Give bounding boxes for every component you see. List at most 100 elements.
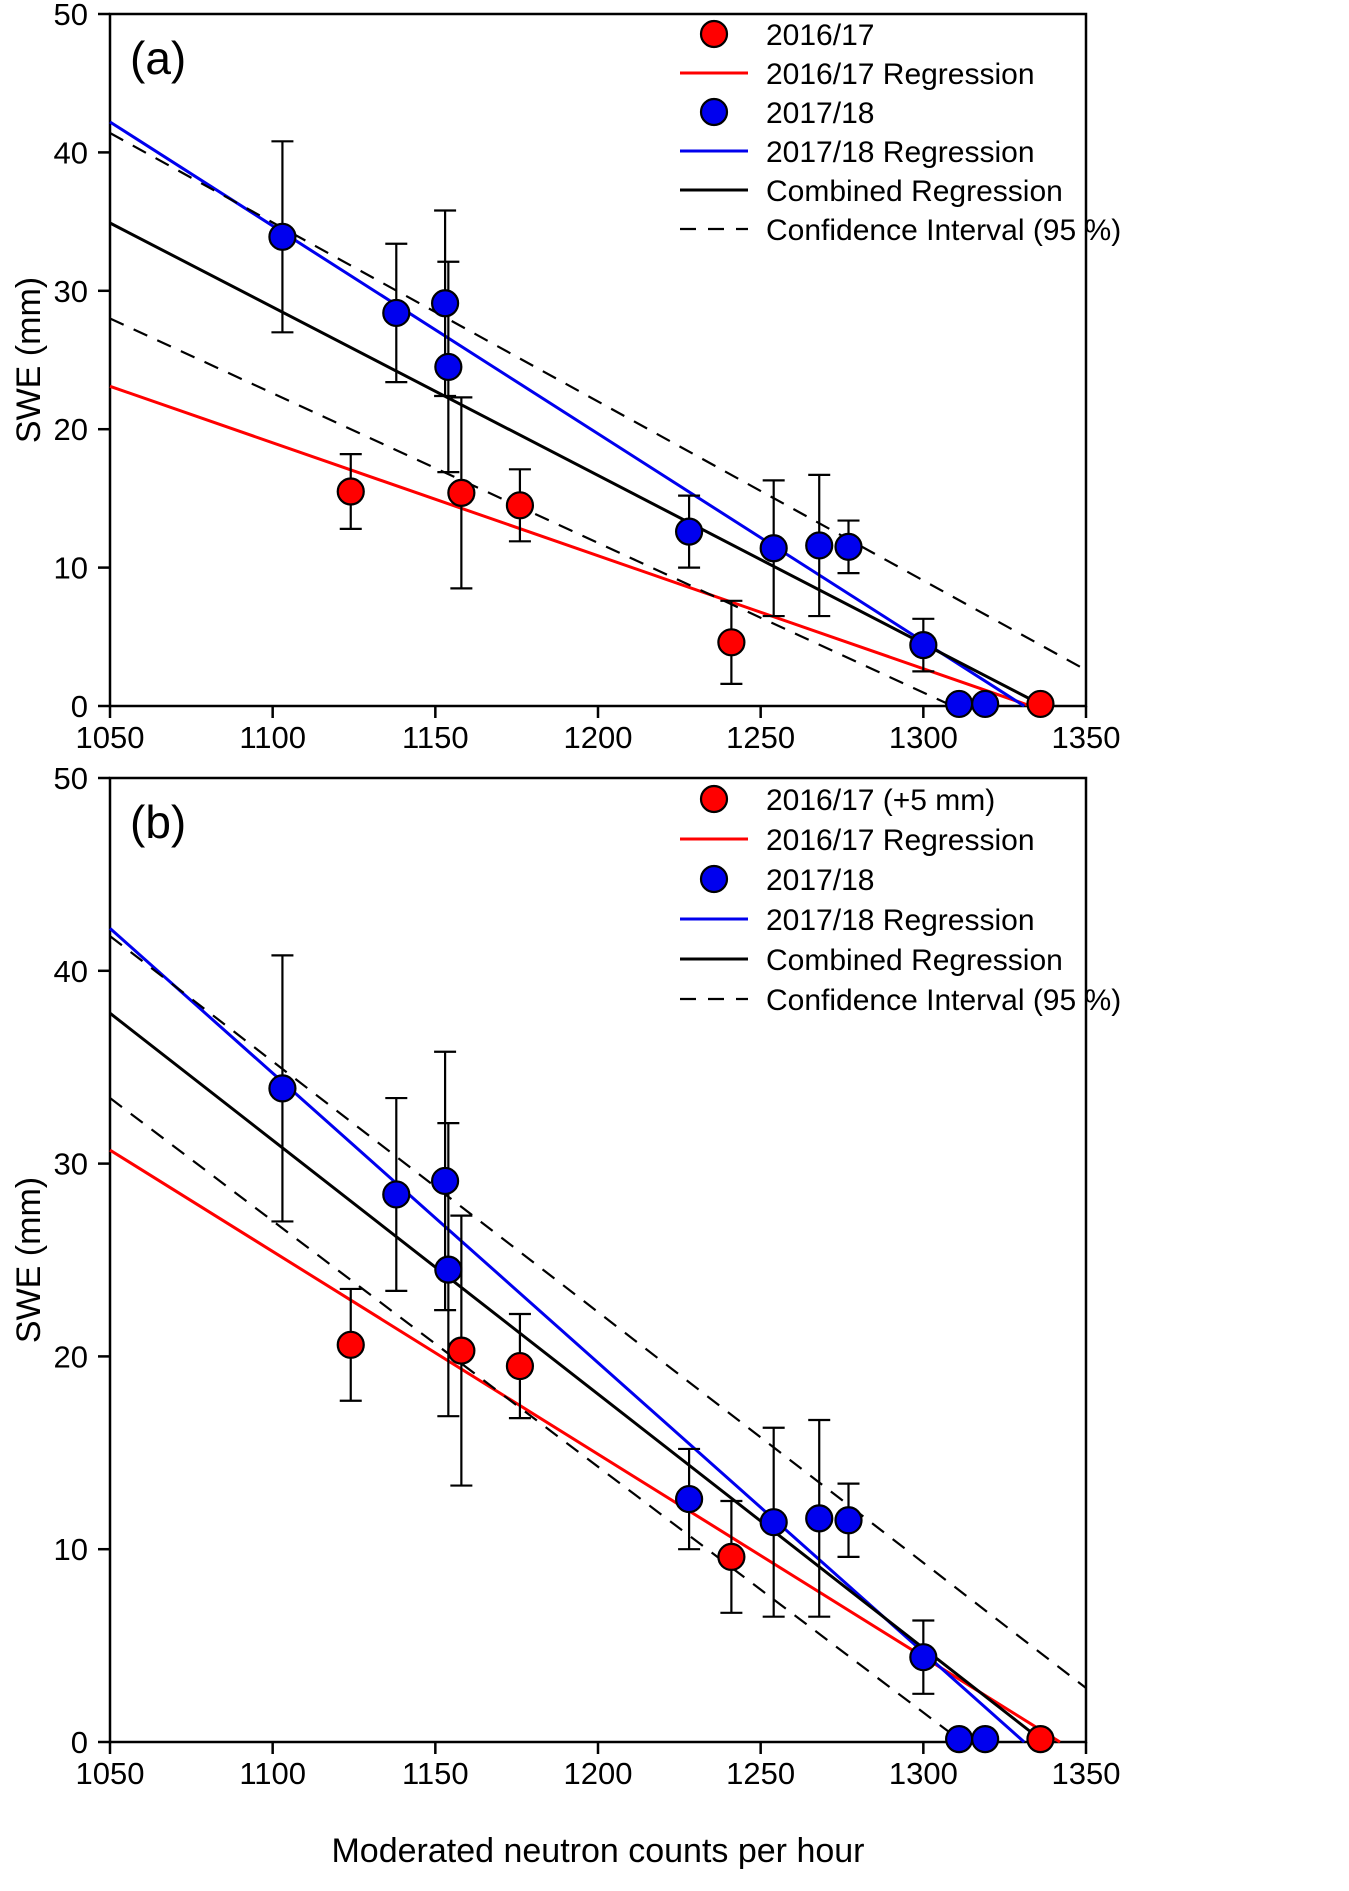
y-axis-title: SWE (mm) — [10, 1177, 48, 1343]
x-tick-label: 1300 — [889, 1756, 958, 1791]
line-2016-17-regression — [109, 384, 1032, 708]
data-point-2017-18 — [834, 532, 863, 561]
data-point-2017-18 — [805, 1504, 834, 1533]
data-point-2016-17 — [1026, 689, 1055, 719]
y-tick-label: 0 — [71, 689, 88, 724]
data-point-2017-18 — [430, 289, 460, 318]
legend-item: 2017/18 — [699, 864, 874, 897]
y-tick-label: 10 — [54, 551, 88, 586]
data-point-2017-18 — [382, 298, 411, 328]
y-tick-label: 40 — [54, 954, 88, 989]
line-confidence-interval-lower — [109, 1097, 964, 1743]
data-point-2016-17-5-mm — [717, 1542, 746, 1572]
y-tick-label: 20 — [54, 412, 88, 447]
line-confidence-interval-upper — [109, 132, 1087, 671]
legend-item: Confidence Interval (95 %) — [680, 984, 1121, 1017]
x-tick-label: 1100 — [239, 1756, 306, 1791]
data-point-2017-18 — [834, 1506, 863, 1535]
y-tick-label: 40 — [54, 135, 88, 170]
data-point-2017-18 — [805, 531, 834, 560]
legend-item-label: Combined Regression — [766, 944, 1063, 977]
data-point-2017-18 — [909, 1643, 938, 1672]
legend-item-label: 2017/18 — [766, 864, 874, 897]
x-tick-label: 1200 — [564, 720, 633, 755]
plot-border — [108, 12, 1088, 708]
legend-item: 2017/18 — [699, 97, 874, 130]
legend-marker — [699, 97, 729, 127]
legend-item: 2017/18 Regression — [680, 904, 1035, 937]
y-tick-label: 30 — [54, 274, 88, 309]
legend-item: 2016/17 — [699, 19, 874, 52]
y-tick-label: 50 — [54, 0, 88, 32]
y-axis-title: SWE (mm) — [10, 277, 48, 443]
x-tick-label: 1200 — [564, 1756, 633, 1791]
x-tick-label: 1300 — [889, 720, 958, 755]
legend-item-label: 2017/18 — [766, 97, 874, 130]
x-tick-label: 1350 — [1052, 720, 1121, 755]
data-point-2016-17 — [336, 477, 365, 506]
legend-item-label: 2016/17 Regression — [766, 58, 1035, 91]
legend-item-label: 2016/17 — [766, 19, 874, 52]
legend-item: Combined Regression — [680, 944, 1063, 977]
data-point-2017-18 — [971, 689, 1000, 719]
y-tick-label: 20 — [54, 1339, 88, 1374]
line-2016-17-regression — [109, 1148, 1061, 1744]
legend-item: 2016/17 Regression — [680, 58, 1035, 91]
panel-a: 1050 1100 1150 1200 1250 1300 1350 0 10 20 30 40 50 (… — [10, 0, 1121, 755]
data-point-2017-18 — [268, 1074, 297, 1103]
legend-item: 2016/17 Regression — [680, 824, 1035, 857]
panel-label: (a) — [130, 32, 186, 84]
data-point-2016-17 — [717, 628, 746, 657]
legend-item: 2017/18 Regression — [680, 136, 1035, 169]
data-point-2017-18 — [759, 534, 788, 563]
data-point-2017-18 — [434, 352, 463, 382]
x-axis-title: Moderated neutron counts per hour — [331, 1832, 864, 1870]
data-point-2017-18 — [434, 1255, 463, 1284]
data-point-2017-18 — [382, 1180, 411, 1209]
y-tick-label: 0 — [71, 1725, 88, 1760]
line-confidence-interval-upper — [109, 935, 1087, 1689]
line-combined-regression — [109, 1012, 1045, 1744]
panel-b: 1050 1100 1150 1200 1250 1300 1350 0 10 20 30 40 50 (… — [10, 761, 1121, 1791]
legend-item: Confidence Interval (95 %) — [680, 214, 1121, 247]
legend-item-label: Confidence Interval (95 %) — [766, 214, 1121, 247]
data-point-2017-18 — [945, 689, 974, 719]
data-point-2017-18 — [268, 222, 297, 251]
x-tick-label: 1250 — [726, 1756, 795, 1791]
x-tick-label: 1250 — [726, 720, 795, 755]
plot-border — [108, 776, 1088, 1744]
data-point-2017-18 — [674, 517, 704, 546]
x-tick-label: 1050 — [76, 720, 145, 755]
data-point-2016-17-5-mm — [505, 1351, 535, 1381]
line-combined-regression — [109, 221, 1045, 708]
legend-item: Combined Regression — [680, 175, 1063, 208]
data-point-2016-17 — [447, 478, 476, 507]
legend-item-label: 2016/17 Regression — [766, 824, 1035, 857]
legend-item: 2016/17 (+5 mm) — [699, 784, 995, 817]
y-tick-label: 50 — [54, 761, 88, 796]
legend-item-label: Combined Regression — [766, 175, 1063, 208]
data-point-2017-18 — [971, 1725, 1000, 1754]
line-2017-18-regression — [109, 120, 1025, 708]
data-point-2017-18 — [909, 631, 938, 660]
legend-item-label: 2017/18 Regression — [766, 136, 1035, 169]
legend-item-label: 2016/17 (+5 mm) — [766, 784, 995, 817]
x-tick-label: 1050 — [76, 1756, 145, 1791]
data-point-2016-17-5-mm — [1026, 1725, 1055, 1754]
data-point-2016-17-5-mm — [447, 1336, 476, 1365]
x-tick-label: 1100 — [239, 720, 306, 755]
y-tick-label: 10 — [54, 1532, 88, 1567]
data-point-2017-18 — [945, 1725, 974, 1754]
y-tick-label: 30 — [54, 1147, 88, 1182]
data-point-2017-18 — [759, 1508, 788, 1537]
x-tick-label: 1350 — [1052, 1756, 1121, 1791]
data-point-2017-18 — [674, 1484, 704, 1514]
x-tick-label: 1150 — [402, 1756, 469, 1791]
legend-marker — [699, 784, 729, 814]
data-point-2016-17 — [505, 491, 535, 520]
panel-label: (b) — [130, 796, 186, 848]
legend-item-label: 2017/18 Regression — [766, 904, 1035, 937]
legend-marker — [699, 864, 729, 894]
